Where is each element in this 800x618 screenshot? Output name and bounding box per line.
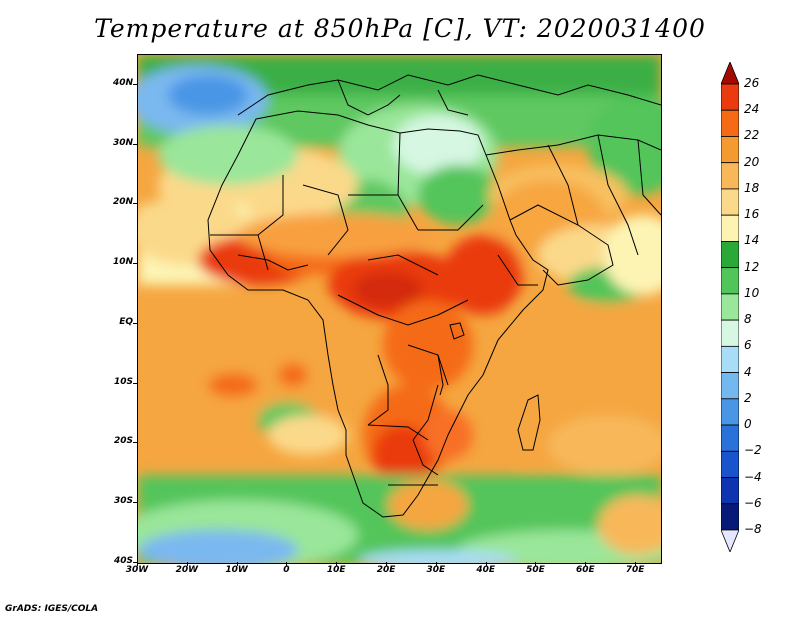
x-tick-label: 20W — [175, 565, 199, 575]
colorbar-swatch — [721, 136, 739, 164]
colorbar-swatch — [721, 293, 739, 321]
colorbar-level-label: 26 — [744, 76, 760, 90]
colorbar-level-label: 20 — [744, 154, 760, 169]
colorbar-level-label: 10 — [744, 285, 760, 300]
chart-title: Temperature at 850hPa [C], VT: 202003140… — [94, 14, 706, 43]
colorbar-swatch — [721, 372, 739, 400]
colorbar-level-label: −6 — [744, 495, 762, 510]
x-tick-mark — [186, 562, 188, 566]
colorbar-over-triangle — [721, 62, 739, 85]
x-tick-mark — [336, 562, 338, 566]
colorbar-swatch — [721, 398, 739, 426]
colorbar-level-label: −2 — [744, 443, 762, 458]
x-tick-label: 0 — [283, 565, 290, 575]
colorbar-swatch — [721, 345, 739, 373]
y-tick-mark — [133, 143, 137, 145]
temperature-field — [138, 55, 661, 563]
colorbar-level-label: 2 — [744, 390, 752, 405]
y-tick-mark — [133, 263, 137, 265]
map-field — [138, 55, 661, 563]
y-tick-label: 30S — [113, 496, 133, 507]
colorbar-swatch — [721, 162, 739, 190]
x-tick-label: 30W — [125, 565, 149, 575]
x-tick-mark — [485, 562, 487, 566]
colorbar-level-label: −4 — [744, 469, 762, 484]
colorbar-level-label: 12 — [744, 259, 760, 274]
y-tick-mark — [133, 442, 137, 444]
temperature-map — [137, 54, 662, 564]
footer-credit: GrADS: IGES/COLA — [5, 604, 99, 614]
x-tick-label: 40E — [476, 565, 495, 575]
colorbar-swatch — [721, 109, 739, 137]
colorbar-level-label: 6 — [744, 338, 752, 353]
y-tick-label: 10S — [113, 376, 133, 387]
colorbar-level-label: 4 — [744, 364, 752, 379]
colorbar-level-label: 8 — [744, 312, 752, 327]
x-tick-label: 30E — [426, 565, 446, 575]
colorbar-level-label: −8 — [744, 522, 762, 536]
colorbar-level-label: 24 — [744, 102, 760, 117]
y-tick-mark — [133, 83, 137, 85]
colorbar-swatch — [721, 267, 739, 295]
colorbar-swatch — [721, 214, 739, 242]
x-tick-mark — [585, 562, 587, 566]
colorbar-swatch — [721, 83, 739, 111]
y-tick-mark — [133, 203, 137, 205]
colorbar-swatch — [721, 450, 739, 478]
colorbar-swatch — [721, 424, 739, 452]
colorbar-swatch — [721, 241, 739, 269]
y-tick-mark — [133, 322, 137, 324]
x-tick-label: 50E — [526, 565, 545, 575]
x-tick-label: 10E — [326, 565, 346, 575]
colorbar-level-label: 14 — [744, 233, 760, 248]
x-tick-label: 20E — [376, 565, 396, 575]
colorbar-level-label: 0 — [744, 417, 752, 432]
x-tick-mark — [286, 562, 288, 566]
y-tick-label: 40N — [112, 77, 133, 88]
y-tick-mark — [133, 382, 137, 384]
colorbar-swatch — [721, 319, 739, 347]
x-tick-mark — [236, 562, 238, 566]
y-tick-label: 40S — [113, 556, 133, 566]
x-tick-label: 60E — [575, 565, 595, 575]
y-tick-mark — [133, 502, 137, 504]
x-tick-mark — [137, 562, 138, 566]
y-tick-label: 20S — [113, 436, 133, 447]
colorbar-swatch — [721, 503, 739, 531]
y-tick-label: 20N — [112, 197, 133, 208]
x-tick-mark — [535, 562, 537, 566]
coastlines — [207, 74, 661, 518]
colorbar-level-label: 22 — [744, 128, 760, 143]
y-tick-label: EQ — [119, 316, 133, 327]
colorbar-swatch — [721, 477, 739, 505]
colorbar — [721, 62, 739, 552]
y-tick-label: 10N — [112, 257, 133, 268]
colorbar-level-label: 18 — [744, 180, 760, 195]
x-tick-mark — [435, 562, 437, 566]
colorbar-under-triangle — [721, 529, 739, 552]
x-tick-label: 10W — [225, 565, 248, 575]
colorbar-swatch — [721, 188, 739, 216]
colorbar-level-label: 16 — [744, 207, 760, 222]
y-tick-mark — [133, 562, 137, 563]
y-tick-label: 30N — [112, 137, 133, 148]
x-tick-mark — [635, 562, 637, 566]
x-tick-label: 70E — [625, 565, 645, 575]
x-tick-mark — [386, 562, 388, 566]
